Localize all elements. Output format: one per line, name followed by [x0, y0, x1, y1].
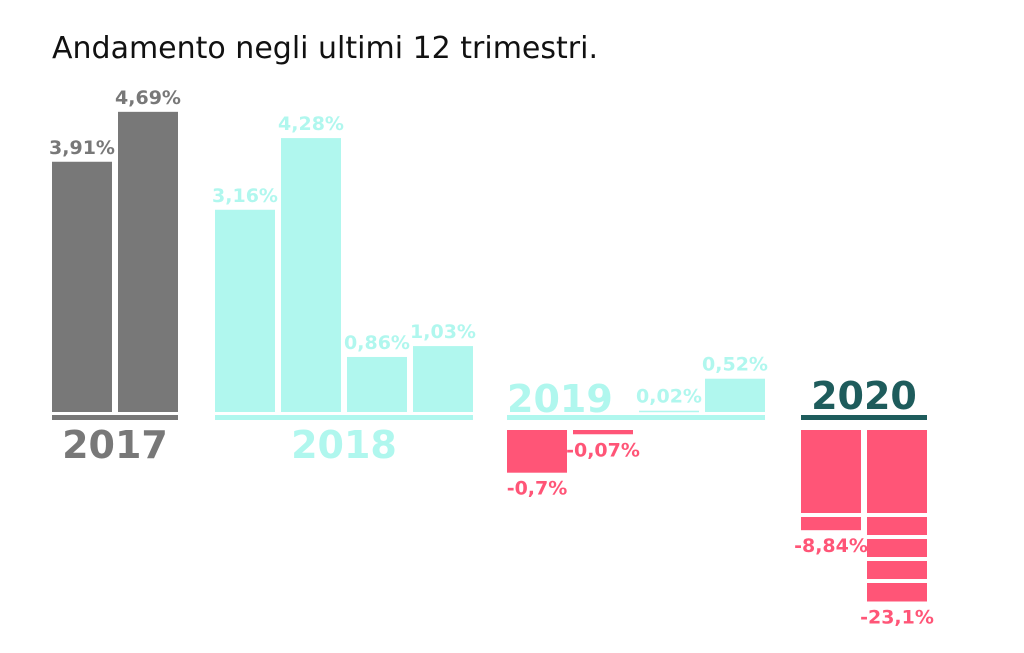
group-label: 2019 [507, 377, 613, 421]
value-label: 0,86% [344, 332, 410, 354]
value-label: 3,16% [212, 185, 278, 207]
bar [413, 346, 473, 412]
group-baseline [801, 415, 927, 420]
value-label: -23,1% [860, 607, 934, 629]
group-baseline [507, 415, 765, 420]
value-label: 3,91% [49, 137, 115, 159]
group-baseline [52, 415, 178, 420]
bar [215, 209, 275, 412]
value-label: -8,84% [794, 535, 868, 557]
bar-break [866, 557, 928, 561]
bar-break [800, 513, 862, 517]
chart-title: Andamento negli ultimi 12 trimestri. [52, 31, 598, 66]
group-baseline [215, 415, 473, 420]
bar [281, 138, 341, 412]
value-label: -0,7% [507, 478, 568, 500]
group-label: 2017 [62, 423, 168, 467]
bar-break [866, 579, 928, 583]
value-label: 4,69% [115, 87, 181, 109]
value-label: 1,03% [410, 321, 476, 343]
value-label: -0,07% [566, 439, 640, 461]
bar [118, 111, 178, 412]
group-label: 2018 [291, 423, 397, 467]
bar [507, 430, 567, 473]
bar-break [866, 513, 928, 517]
bar [705, 378, 765, 412]
bar [639, 410, 699, 413]
bar [347, 356, 407, 412]
value-label: 0,52% [702, 354, 768, 376]
bar [52, 161, 112, 412]
group-label: 2020 [811, 374, 917, 418]
value-label: 4,28% [278, 113, 344, 135]
bar [573, 430, 633, 435]
bar-break [866, 535, 928, 539]
value-label: 0,02% [636, 386, 702, 408]
